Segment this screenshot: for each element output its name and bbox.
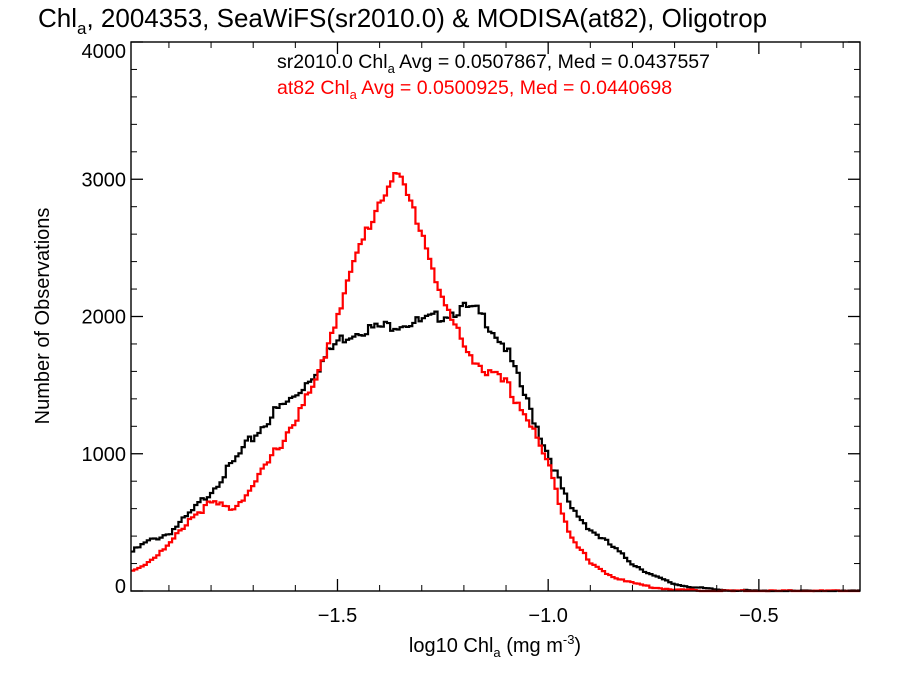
series-line-at82 bbox=[131, 172, 860, 593]
y-tick-label: 2000 bbox=[82, 307, 127, 329]
chart-title-prefix: Chl bbox=[38, 3, 77, 33]
x-tick-label: −1.5 bbox=[318, 605, 357, 627]
x-axis-label-mid: (mg m bbox=[501, 635, 563, 657]
chart-title: Chla, 2004353, SeaWiFS(sr2010.0) & MODIS… bbox=[38, 3, 767, 38]
x-axis-label-prefix: log10 Chl bbox=[409, 635, 494, 657]
annotation-at82-rest: Avg = 0.0500925, Med = 0.0440698 bbox=[357, 77, 672, 99]
chart-title-rest: , 2004353, SeaWiFS(sr2010.0) & MODISA(at… bbox=[86, 3, 767, 33]
annotation-sr2010-rest: Avg = 0.0507867, Med = 0.0437557 bbox=[395, 51, 710, 73]
annotation-at82-subscript: a bbox=[350, 87, 358, 102]
y-tick-label: 4000 bbox=[82, 41, 127, 63]
x-tick-label: −1.0 bbox=[528, 605, 567, 627]
x-axis-label-subscript: a bbox=[493, 645, 501, 660]
annotation-sr2010-subscript: a bbox=[388, 61, 396, 76]
annotation-at82-prefix: at82 Chl bbox=[277, 77, 350, 99]
series-annotation-at82: at82 Chla Avg = 0.0500925, Med = 0.04406… bbox=[277, 77, 672, 102]
chart-title-subscript: a bbox=[77, 19, 87, 38]
y-tick-label: 3000 bbox=[82, 169, 127, 191]
x-axis-label-superscript: -3 bbox=[563, 632, 575, 647]
series-layer bbox=[131, 172, 860, 593]
x-axis-label: log10 Chla (mg m-3) bbox=[409, 632, 581, 660]
annotation-sr2010-prefix: sr2010.0 Chl bbox=[277, 51, 388, 73]
y-tick-label: 0 bbox=[115, 576, 126, 598]
y-axis-label: Number of Observations bbox=[32, 208, 54, 425]
x-tick-label: −0.5 bbox=[739, 605, 778, 627]
y-tick-label: 1000 bbox=[82, 444, 127, 466]
series-annotation-sr2010: sr2010.0 Chla Avg = 0.0507867, Med = 0.0… bbox=[277, 51, 710, 76]
x-axis-label-suffix: ) bbox=[574, 635, 581, 657]
series-line-sr2010-0 bbox=[131, 301, 860, 593]
ticks-layer: −1.5 −1.0 −0.5 0 1000 2000 3000 4000 bbox=[82, 41, 860, 627]
plot-frame bbox=[130, 41, 861, 592]
